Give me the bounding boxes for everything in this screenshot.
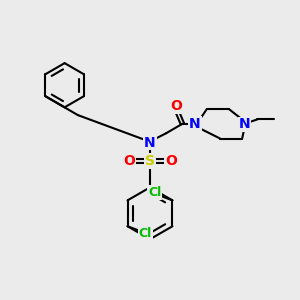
Text: N: N (239, 117, 250, 131)
Text: N: N (189, 117, 201, 131)
Text: O: O (123, 154, 135, 168)
Text: S: S (145, 154, 155, 168)
Text: Cl: Cl (148, 186, 161, 199)
Text: Cl: Cl (139, 227, 152, 240)
Text: N: N (144, 136, 156, 150)
Text: O: O (170, 99, 182, 113)
Text: O: O (165, 154, 177, 168)
